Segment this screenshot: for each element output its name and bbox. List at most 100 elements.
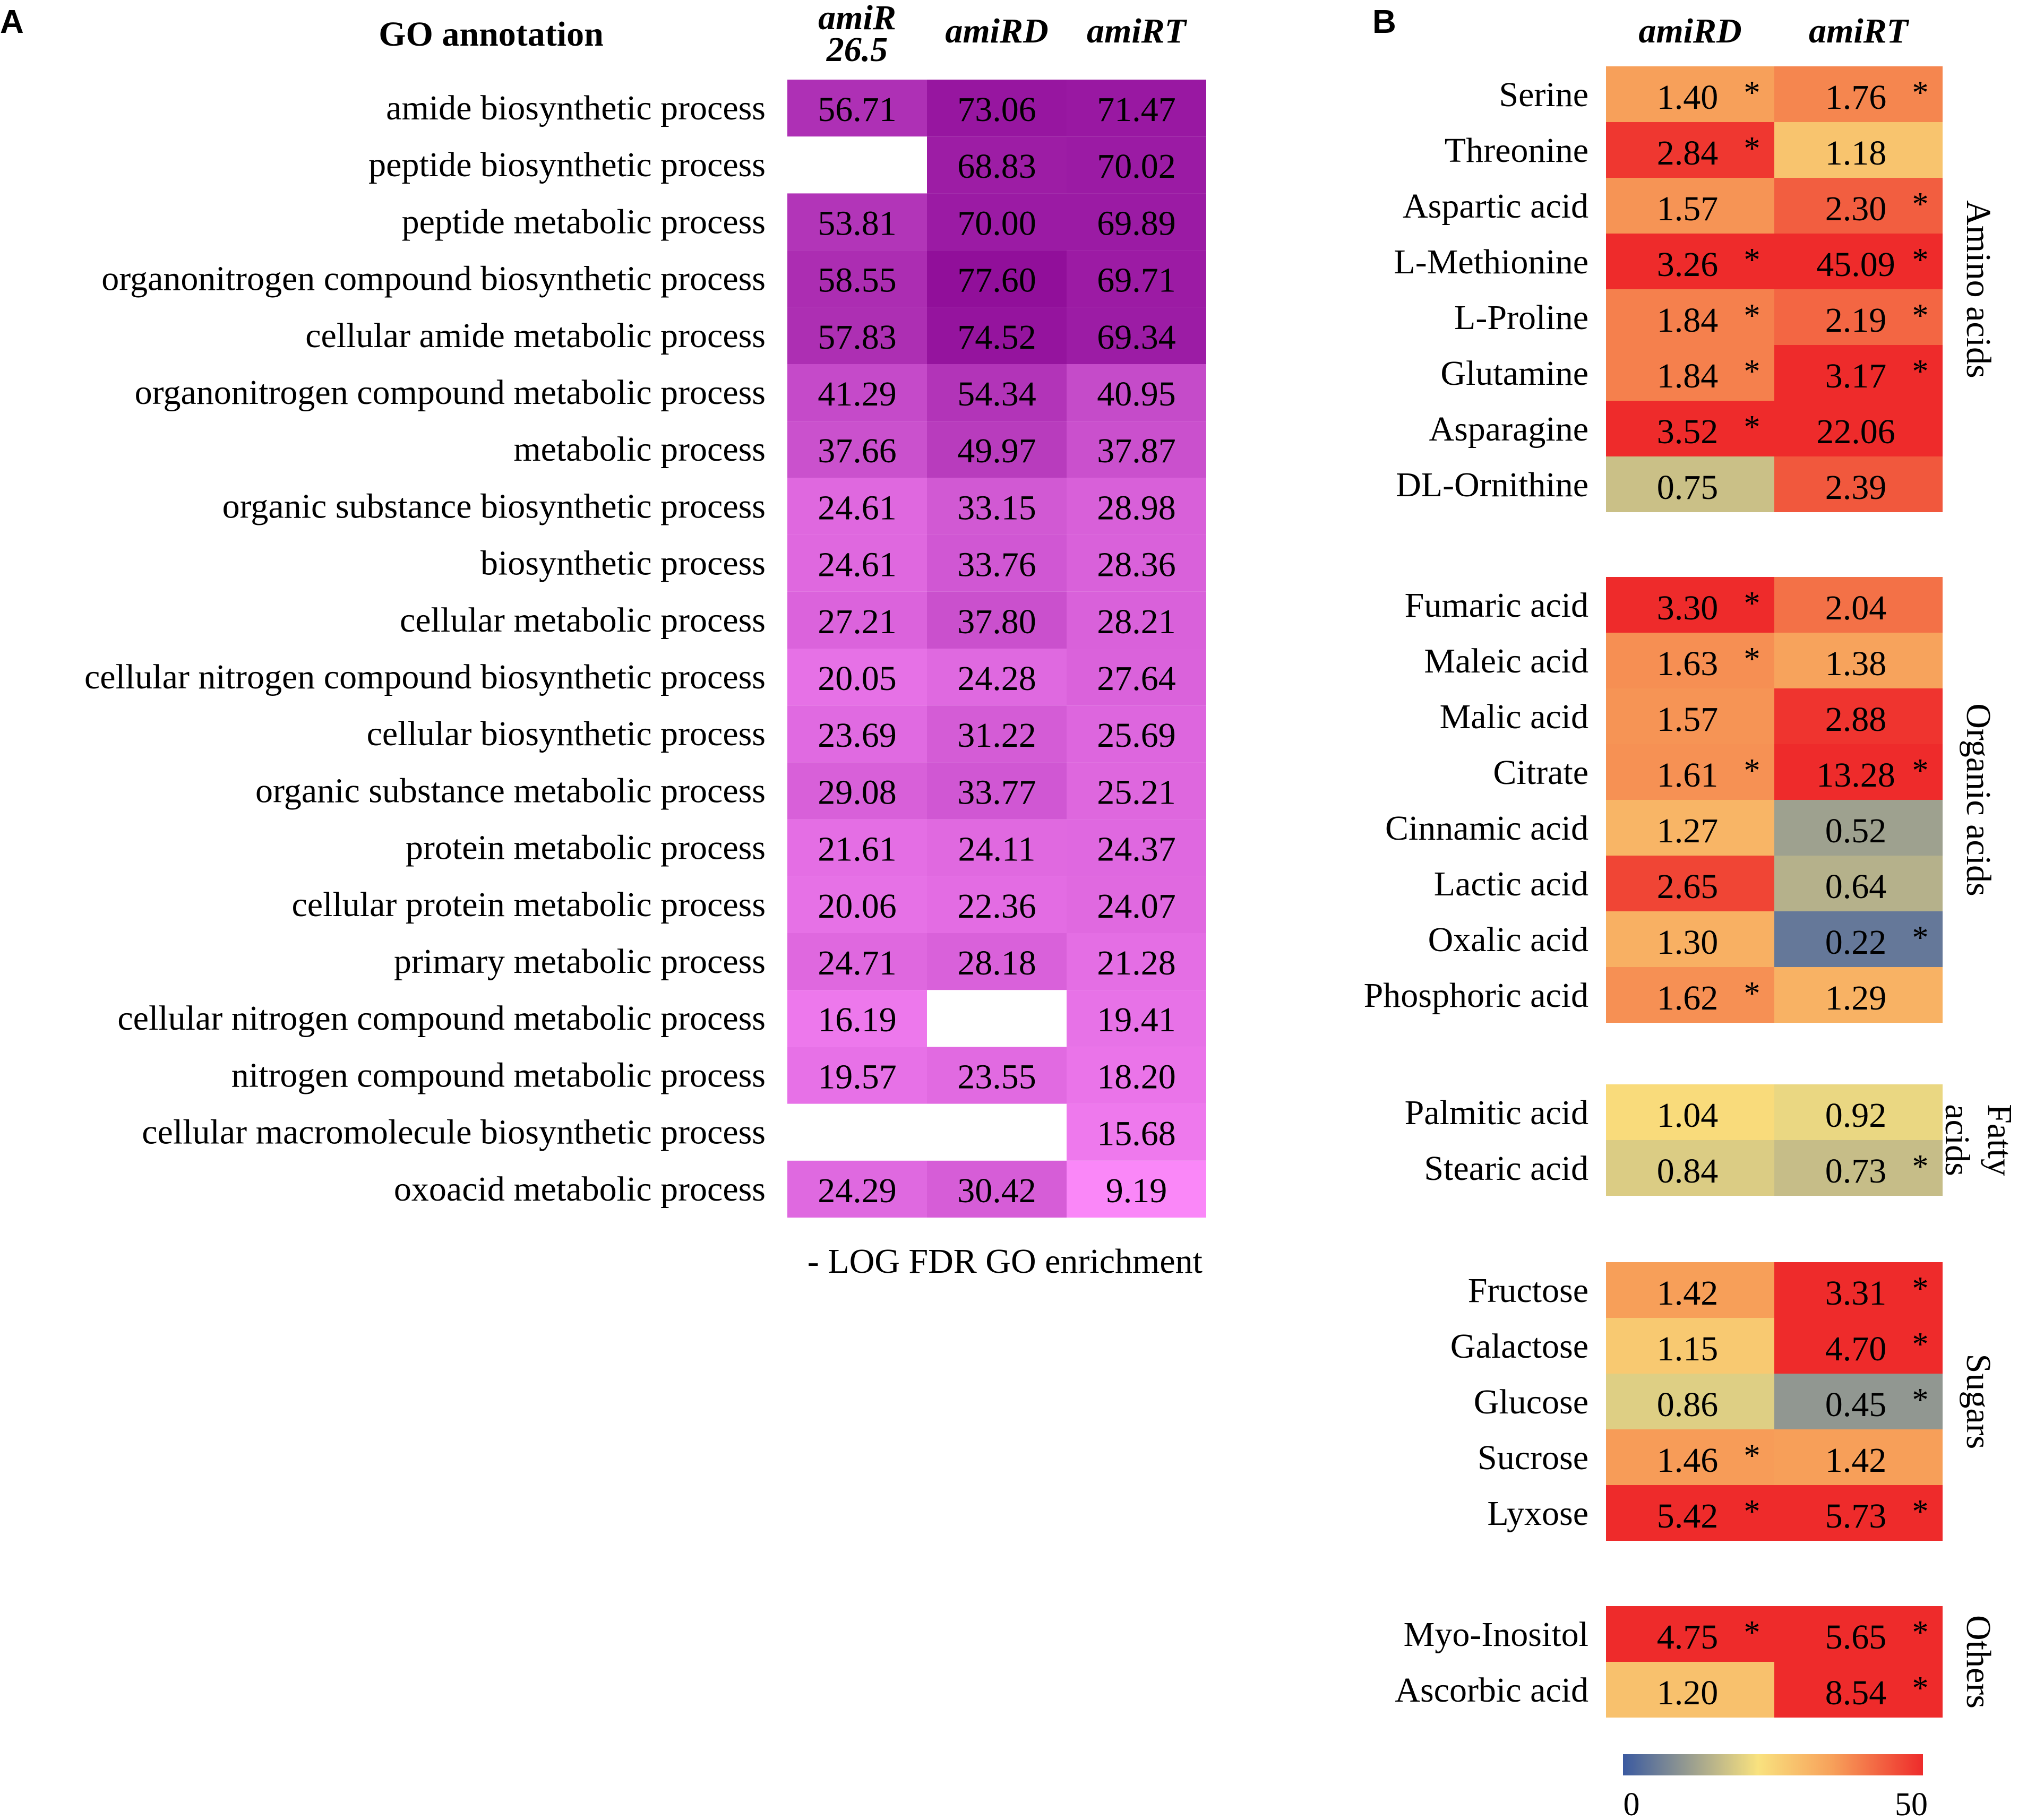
- panel-a-heatmap-cell: [927, 307, 1067, 364]
- metabolite-label: Malic acid: [1440, 697, 1588, 736]
- panel-a-heatmap-cell: [1067, 136, 1206, 194]
- panel-b-heatmap-cell: [1774, 1485, 1943, 1541]
- significance-marker: *: [1912, 242, 1929, 278]
- panel-b-column-label: amiRT: [1809, 12, 1910, 50]
- panel-b-cell-value: 1.15: [1657, 1330, 1719, 1368]
- panel-a-heatmap-cell: [1067, 193, 1206, 251]
- panel-b-heatmap-cell: [1774, 1374, 1943, 1429]
- panel-a-heatmap-cell: [927, 591, 1067, 649]
- panel-a-column-label: amiR: [818, 0, 896, 37]
- metabolite-label: Ascorbic acid: [1395, 1671, 1588, 1710]
- panel-a-cell-value: 33.77: [957, 773, 1036, 812]
- go-term-label: peptide biosynthetic process: [368, 145, 766, 184]
- panel-b-cell-value: 4.75: [1657, 1618, 1719, 1657]
- significance-marker: *: [1912, 920, 1929, 956]
- panel-a-heatmap-cell: [1067, 876, 1206, 933]
- panel-b-cell-value: 5.73: [1825, 1497, 1887, 1536]
- panel-a-heatmap-cell: [1067, 762, 1206, 820]
- panel-a-heatmap-cell: [1067, 1103, 1206, 1161]
- panel-a-cell-value: 58.55: [818, 261, 897, 300]
- panel-b-cell-value: 2.84: [1657, 134, 1719, 172]
- panel-a-cell-value: 20.06: [818, 887, 897, 926]
- panel-b-heatmap-cell: [1774, 800, 1943, 856]
- panel-a-cell-value: 53.81: [818, 204, 897, 243]
- panel-b-heatmap-cell: [1774, 1662, 1943, 1718]
- panel-a-heatmap-cell: [787, 990, 927, 1047]
- group-label: Sugars: [1959, 1354, 1998, 1450]
- panel-b-cell-value: 0.22: [1825, 923, 1887, 962]
- panel-a-cell-value: 70.02: [1097, 147, 1176, 186]
- metabolite-label: Galactose: [1450, 1327, 1588, 1366]
- panel-a-heatmap-cell: [1067, 80, 1206, 137]
- panel-a-column-label: amiRD: [945, 12, 1048, 50]
- metabolite-label: Glucose: [1474, 1383, 1588, 1421]
- go-term-label: cellular macromolecule biosynthetic proc…: [142, 1113, 766, 1152]
- panel-b-cell-value: 1.30: [1657, 923, 1719, 962]
- panel-b-heatmap-cell: [1606, 178, 1774, 234]
- panel-b-heatmap-cell: [1774, 967, 1943, 1023]
- panel-b-cell-value: 1.57: [1657, 700, 1719, 739]
- metabolite-label: L-Proline: [1454, 298, 1588, 337]
- panel-b-heatmap-cell: [1774, 289, 1943, 345]
- panel-a-cell-value: 18.20: [1097, 1057, 1176, 1096]
- colorbar-max-label: 50: [1895, 1787, 1928, 1820]
- panel-b-cell-value: 1.29: [1825, 979, 1887, 1017]
- go-term-label: cellular protein metabolic process: [292, 885, 766, 924]
- panel-a-cell-value: 69.89: [1097, 204, 1176, 243]
- panel-a-cell-value: 49.97: [957, 432, 1036, 470]
- panel-b-cell-value: 13.28: [1816, 756, 1895, 795]
- metabolite-label: Palmitic acid: [1405, 1093, 1588, 1132]
- panel-b-cell-value: 1.76: [1825, 78, 1887, 117]
- panel-a-cell-value: 37.66: [818, 432, 897, 470]
- panel-b-cell-value: 1.42: [1825, 1441, 1887, 1480]
- panel-b-cell-value: 0.84: [1657, 1152, 1719, 1191]
- metabolite-label: Fumaric acid: [1405, 586, 1588, 625]
- significance-marker: *: [1744, 753, 1760, 789]
- group-label: Organic acids: [1959, 703, 1998, 896]
- panel-a-heatmap-cell: [1067, 591, 1206, 649]
- panel-a-heatmap-cell: [1067, 649, 1206, 706]
- panel-b-cell-value: 0.52: [1825, 812, 1887, 850]
- panel-b-cell-value: 1.84: [1657, 357, 1719, 395]
- panel-b-heatmap-cell: [1606, 401, 1774, 456]
- panel-b-heatmap-cell: [1774, 856, 1943, 911]
- panel-b-cell-value: 1.62: [1657, 979, 1719, 1017]
- panel-a-cell-value: 40.95: [1097, 375, 1176, 413]
- panel-a-cell-value: 16.19: [818, 1000, 897, 1039]
- metabolite-label: Fructose: [1468, 1271, 1588, 1310]
- panel-b-heatmap-cell: [1774, 456, 1943, 512]
- go-term-label: cellular amide metabolic process: [305, 316, 766, 355]
- panel-b-cell-value: 3.31: [1825, 1274, 1887, 1313]
- panel-b-cell-value: 1.57: [1657, 189, 1719, 228]
- go-term-label: organic substance metabolic process: [255, 771, 766, 810]
- panel-a-cell-value: 24.71: [818, 944, 897, 982]
- panel-b-cell-value: 2.19: [1825, 301, 1887, 340]
- metabolite-label: L-Methionine: [1394, 243, 1588, 281]
- significance-marker: *: [1912, 1326, 1929, 1362]
- panel-a-heatmap-cell: [1067, 421, 1206, 478]
- panel-a-heatmap-cell: [787, 649, 927, 706]
- significance-marker: *: [1912, 298, 1929, 334]
- panel-a-cell-value: 73.06: [957, 90, 1036, 129]
- panel-a-cell-value: 68.83: [957, 147, 1036, 186]
- panel-a-cell-value: 15.68: [1097, 1115, 1176, 1153]
- significance-marker: *: [1744, 1438, 1760, 1474]
- significance-marker: *: [1744, 976, 1760, 1012]
- go-term-label: metabolic process: [513, 430, 766, 469]
- panel-a-cell-value: 37.80: [957, 602, 1036, 641]
- significance-marker: *: [1912, 186, 1929, 222]
- panel-b-heatmap-cell: [1774, 401, 1943, 456]
- panel-a-heatmap-cell: [787, 1160, 927, 1218]
- panel-b-heatmap-cell: [1774, 633, 1943, 688]
- panel-a-heatmap-cell: [787, 421, 927, 478]
- panel-b-heatmap-cell: [1774, 1262, 1943, 1318]
- panel-b-cell-value: 1.20: [1657, 1674, 1719, 1712]
- panel-a-heatmap-cell: [1067, 478, 1206, 535]
- panel-a-cell-value: 25.69: [1097, 716, 1176, 755]
- panel-a-cell-value: 69.34: [1097, 318, 1176, 357]
- significance-marker: *: [1912, 1149, 1929, 1185]
- group-label: acids: [1938, 1104, 1977, 1176]
- panel-b-heatmap-cell: [1606, 1429, 1774, 1485]
- panel-b-heatmap-cell: [1606, 1318, 1774, 1374]
- panel-a-cell-value: 24.61: [818, 488, 897, 527]
